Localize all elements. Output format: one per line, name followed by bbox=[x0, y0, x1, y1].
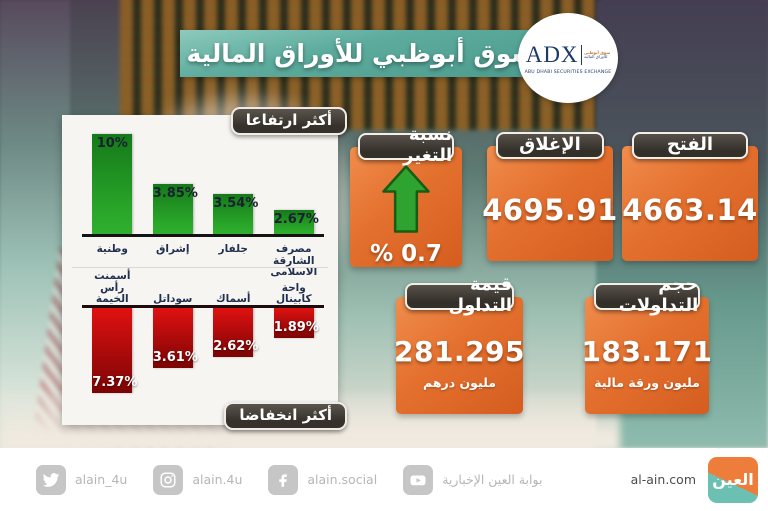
traded-value-header: قيمة التداول bbox=[404, 274, 515, 316]
category-label: إشراق bbox=[156, 243, 190, 255]
category-label: أسمنت رأس الخيمة bbox=[94, 270, 131, 305]
website-link[interactable]: al-ain.com bbox=[630, 472, 696, 487]
change-value: % 0.7 bbox=[370, 241, 442, 267]
traded-volume-unit: مليون ورقة مالية bbox=[594, 374, 700, 390]
close-card-body: 4695.91 bbox=[482, 146, 617, 261]
section-divider bbox=[72, 267, 328, 268]
youtube-icon[interactable] bbox=[403, 464, 434, 495]
gainers-category-labels: وطنية إشراق جلفار مصرف الشارقة الاسلامى bbox=[82, 243, 324, 280]
bar-value-label: 7.37% bbox=[92, 375, 138, 390]
gainers-bars: 10% 3.85% 3.54% 2.67% bbox=[82, 115, 324, 237]
category-label: جلفار bbox=[218, 243, 248, 255]
change-card-header: نسبة التغير bbox=[357, 124, 455, 166]
alain-logo: العين bbox=[708, 456, 758, 503]
loser-bar: 2.62% bbox=[213, 308, 259, 357]
close-value: 4695.91 bbox=[482, 193, 618, 227]
traded-value: 281.295 bbox=[393, 334, 526, 368]
instagram-icon[interactable] bbox=[153, 464, 184, 495]
footer-bar: alain_4u alain.4u alain.social بوابة الع… bbox=[0, 448, 768, 511]
category-label: سوداتل bbox=[153, 293, 193, 305]
title-bar: سوق أبوظبي للأوراق المالية bbox=[180, 30, 542, 77]
bar-value-label: 2.67% bbox=[273, 212, 319, 227]
adx-arabic-line2: للأوراق المالية bbox=[584, 53, 608, 59]
traded-volume-card: حجم التداولات 183.171 مليون ورقة مالية bbox=[581, 274, 712, 414]
alain-logo-text: العين bbox=[712, 470, 754, 489]
open-card-header: الفتح bbox=[631, 132, 749, 159]
movers-chart-panel: أكثر ارتفاعا أكثر انخفاضا 10% 3.85% 3.54… bbox=[62, 107, 347, 430]
gainer-bar: 10% bbox=[92, 134, 133, 234]
traded-volume-header: حجم التداولات bbox=[593, 274, 701, 316]
open-card: الفتح 4663.14 bbox=[622, 132, 758, 261]
close-card-header: الإغلاق bbox=[495, 132, 605, 159]
gainer-bar: 3.54% bbox=[213, 194, 259, 234]
traded-value-body: 281.295 مليون درهم bbox=[393, 297, 526, 414]
bar-value-label: 3.85% bbox=[152, 186, 198, 201]
traded-volume-body: 183.171 مليون ورقة مالية bbox=[581, 297, 712, 414]
close-card: الإغلاق 4695.91 bbox=[482, 132, 617, 261]
bar-value-label: 2.62% bbox=[213, 339, 259, 354]
open-card-body: 4663.14 bbox=[622, 146, 758, 261]
gainer-bar: 3.85% bbox=[152, 184, 198, 234]
twitter-handle[interactable]: alain_4u bbox=[75, 472, 128, 487]
adx-arabic-line1: سوق أبوظبي bbox=[584, 49, 611, 55]
traded-value-unit: مليون درهم bbox=[423, 374, 496, 390]
background-left-band bbox=[0, 0, 70, 448]
page-title: سوق أبوظبي للأوراق المالية bbox=[186, 39, 536, 68]
up-arrow-icon bbox=[381, 164, 431, 238]
category-label: واحة كابينال bbox=[275, 281, 312, 305]
gainer-bar: 2.67% bbox=[273, 210, 319, 234]
twitter-icon[interactable] bbox=[36, 464, 66, 495]
change-card: نسبة التغير % 0.7 bbox=[350, 124, 462, 267]
loser-bar: 1.89% bbox=[273, 308, 319, 338]
traded-value-card: قيمة التداول 281.295 مليون درهم bbox=[393, 274, 526, 414]
instagram-handle[interactable]: alain.4u bbox=[192, 472, 243, 487]
bar-value-label: 3.54% bbox=[213, 196, 259, 211]
category-label: وطنية bbox=[96, 243, 128, 255]
loser-bar: 7.37% bbox=[92, 308, 138, 393]
facebook-handle[interactable]: alain.social bbox=[307, 472, 378, 487]
youtube-label[interactable]: بوابة العين الإخبارية bbox=[442, 472, 543, 487]
losers-bars: 7.37% 3.61% 2.62% 1.89% bbox=[82, 305, 324, 397]
category-label: مصرف الشارقة الاسلامى bbox=[270, 243, 318, 278]
adx-caption: ABU DHABI SECURITIES EXCHANGE bbox=[524, 69, 612, 75]
adx-abbr: ADX bbox=[525, 41, 579, 67]
loser-bar: 3.61% bbox=[152, 308, 198, 368]
traded-volume: 183.171 bbox=[581, 334, 713, 368]
bar-value-label: 3.61% bbox=[152, 350, 198, 365]
change-card-body: % 0.7 bbox=[350, 147, 462, 267]
losers-category-labels: أسمنت رأس الخيمة سوداتل أسماك واحة كابين… bbox=[82, 270, 324, 304]
bar-value-label: 1.89% bbox=[273, 320, 319, 335]
adx-divider bbox=[580, 44, 583, 65]
top-losers-badge: أكثر انخفاضا bbox=[224, 402, 347, 430]
facebook-icon[interactable] bbox=[268, 464, 299, 495]
bar-value-label: 10% bbox=[96, 136, 128, 151]
open-value: 4663.14 bbox=[622, 193, 758, 227]
adx-logo: ADX سوق أبوظبي للأوراق المالية ABU DHABI… bbox=[518, 13, 618, 103]
top-gainers-badge: أكثر ارتفاعا bbox=[230, 107, 347, 135]
category-label: أسماك bbox=[215, 293, 251, 305]
